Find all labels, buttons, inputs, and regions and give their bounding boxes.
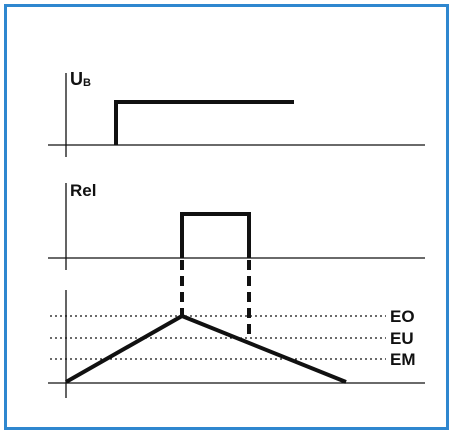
svg-text:UB: UB [70, 69, 91, 89]
ub-subscript: B [83, 77, 91, 89]
rel-signal [180, 212, 251, 258]
ub-signal [114, 100, 294, 145]
level-panel: EO EU EM [48, 290, 425, 398]
em-label: EM [390, 350, 416, 369]
rel-panel: Rel [48, 181, 425, 270]
rel-label: Rel [70, 181, 96, 200]
excitation-ramp [65, 313, 347, 384]
ub-label: U [70, 69, 83, 89]
ub-panel: UB [48, 69, 425, 157]
eo-label: EO [390, 307, 415, 326]
eu-label: EU [390, 329, 414, 348]
